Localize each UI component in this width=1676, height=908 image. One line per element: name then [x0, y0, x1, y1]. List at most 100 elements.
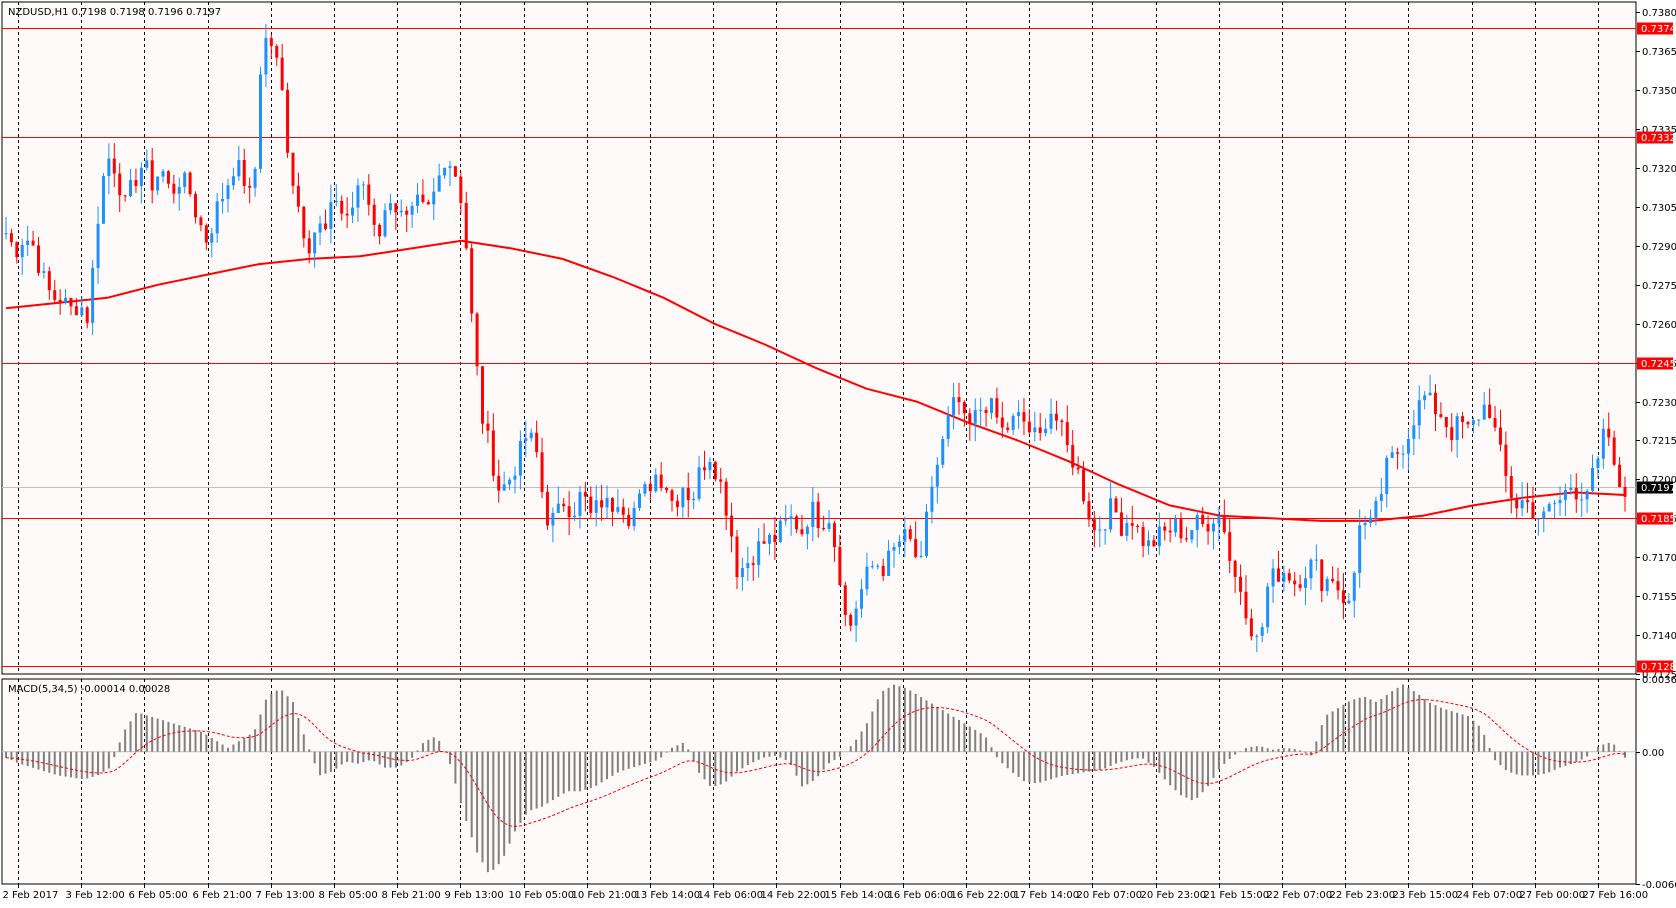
candle-body [1385, 457, 1389, 495]
candle-body [188, 172, 192, 195]
candle-body [1493, 417, 1497, 428]
candle-body [345, 213, 349, 216]
candle-body [643, 484, 647, 494]
candle-body [1147, 540, 1151, 546]
candle-body [1515, 498, 1519, 509]
candle-body [367, 184, 371, 205]
candle-body [757, 541, 761, 565]
candle-body [1298, 584, 1302, 588]
price-tick-label: 0.7350 [1642, 86, 1676, 97]
candle-body [1509, 475, 1513, 499]
candle-body [979, 409, 983, 411]
time-tick-label: 14 Feb 06:00 [698, 890, 764, 901]
candle-body [1114, 498, 1118, 513]
candle-body [356, 185, 360, 208]
moving-average [5, 239, 1626, 522]
level-price-tag-text: 0.7332 [1641, 133, 1676, 144]
candle-body [811, 501, 815, 527]
candle-body [556, 503, 560, 513]
candle-body [984, 409, 988, 414]
level-price-tag-text: 0.7185 [1641, 514, 1676, 525]
candle-body [334, 200, 338, 203]
candle-body [713, 461, 717, 480]
candle-body [1255, 635, 1259, 637]
time-tick-label: 16 Feb 22:00 [951, 890, 1017, 901]
level-price-tag [1637, 512, 1673, 525]
candle-body [1211, 523, 1215, 532]
candle-body [702, 467, 706, 471]
macd-tick-label: 0.00 [1642, 748, 1664, 759]
candle-body [112, 158, 116, 174]
candle-body [475, 313, 479, 367]
level-price-tag-text: 0.7374 [1641, 24, 1676, 35]
macd-tick-label: -0.00669 [1642, 880, 1676, 891]
candle-body [1282, 573, 1286, 582]
candle-body [1136, 525, 1140, 528]
candle-body [313, 232, 317, 254]
candle-body [1174, 519, 1178, 533]
main-price-pane[interactable] [1, 1, 1637, 675]
candle-body [627, 514, 631, 527]
candle-body [1228, 532, 1232, 561]
candle-body [1011, 415, 1015, 430]
level-price-tag [1637, 131, 1673, 144]
candle-body [1585, 490, 1589, 500]
time-tick-label: 10 Feb 05:00 [509, 890, 575, 901]
candle-body [361, 184, 365, 186]
candle-body [20, 244, 24, 258]
candle-body [897, 541, 901, 547]
candle-body [962, 402, 966, 414]
candle-body [529, 432, 533, 439]
candle-body [426, 202, 430, 205]
candle-body [1092, 519, 1096, 531]
candle-body [1082, 469, 1086, 502]
time-tick-label: 27 Feb 16:00 [1583, 890, 1649, 901]
candle-body [1423, 395, 1427, 401]
candle-body [1352, 572, 1356, 601]
chart-symbol-label: NZDUSD,H1 0.7198 0.7198 0.7196 0.7197 [8, 7, 221, 18]
candle-body [881, 565, 885, 576]
candle-body [80, 307, 84, 316]
candle-body [540, 452, 544, 492]
time-tick-label: 20 Feb 23:00 [1141, 890, 1207, 901]
time-tick-label: 22 Feb 07:00 [1267, 890, 1333, 901]
vertical-grid [18, 2, 1599, 884]
candle-body [372, 204, 376, 225]
level-price-tag-text: 0.7245 [1641, 359, 1676, 370]
candle-body [199, 217, 203, 226]
candle-body [269, 38, 273, 47]
candle-body [437, 175, 441, 192]
price-tick-label: 0.7125 [1642, 670, 1676, 681]
candle-body [767, 534, 771, 544]
candle-body [567, 506, 571, 518]
level-price-tag [1637, 357, 1673, 370]
candle-body [156, 176, 160, 191]
candle-body [1244, 591, 1248, 619]
candle-body [1044, 428, 1048, 434]
candle-body [903, 529, 907, 542]
candle-body [545, 491, 549, 526]
candle-body [280, 57, 284, 90]
candle-body [264, 38, 268, 75]
candle-body [735, 536, 739, 578]
candle-body [805, 526, 809, 535]
candle-body [654, 474, 658, 492]
candle-body [307, 238, 311, 254]
candle-body [491, 430, 495, 476]
candle-body [935, 464, 939, 487]
candle-body [1119, 512, 1123, 536]
current-price-tag-text: 0.7197 [1641, 483, 1676, 494]
candle-body [854, 608, 858, 626]
time-tick-label: 3 Feb 12:00 [66, 890, 125, 901]
candle-body [123, 195, 127, 197]
macd-indicator-pane[interactable] [1, 678, 1637, 885]
candle-body [101, 176, 105, 224]
candle-body [589, 496, 593, 513]
candle-body [865, 566, 869, 590]
candle-body [773, 534, 777, 543]
candle-body [551, 512, 555, 526]
price-tick-label: 0.7275 [1642, 281, 1676, 292]
macd-histogram [2, 684, 1636, 873]
candle-body [1049, 413, 1053, 429]
candle-body [1482, 404, 1486, 420]
